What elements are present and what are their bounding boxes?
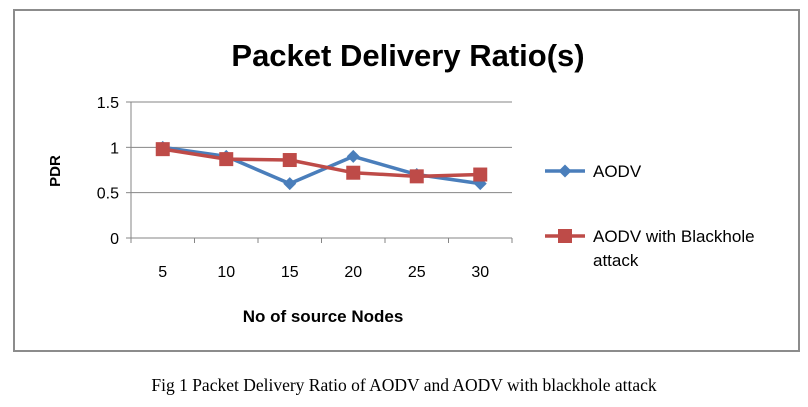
y-tick-label: 0.5 — [97, 186, 119, 203]
x-tick-label: 25 — [408, 264, 426, 281]
blackhole-series-line — [162, 147, 481, 179]
legend-label: AODV — [593, 162, 642, 181]
x-tick-label: 15 — [281, 264, 299, 281]
chart-title: Packet Delivery Ratio(s) — [231, 38, 584, 73]
blackhole-point — [409, 169, 424, 184]
blackhole-point — [219, 152, 234, 167]
chart-frame — [13, 9, 800, 352]
x-tick-label: 10 — [217, 264, 235, 281]
y-tick-label: 0 — [110, 231, 119, 248]
blackhole-point — [155, 142, 170, 157]
blackhole-point — [282, 153, 297, 168]
y-axis-label: PDR — [47, 155, 64, 187]
aodv-point — [283, 177, 297, 191]
x-tick-label: 20 — [344, 264, 362, 281]
legend-label: AODV with Blackhole attack — [593, 227, 755, 270]
y-tick-label: 1 — [110, 140, 119, 157]
legend-marker — [558, 164, 572, 178]
x-axis-label: No of source Nodes — [243, 307, 404, 326]
aodv-point — [346, 149, 360, 163]
x-tick-label: 30 — [471, 264, 489, 281]
figure-caption: Fig 1 Packet Delivery Ratio of AODV and … — [151, 375, 657, 395]
legend-label-line: AODV — [593, 162, 642, 181]
y-tick-label: 1.5 — [97, 95, 119, 112]
blackhole-point — [346, 165, 361, 180]
blackhole-point — [473, 167, 488, 182]
legend-marker — [558, 229, 572, 243]
x-tick-label: 5 — [158, 264, 167, 281]
legend-label-line: AODV with Blackhole — [593, 227, 755, 246]
legend-label-line: attack — [593, 251, 639, 270]
